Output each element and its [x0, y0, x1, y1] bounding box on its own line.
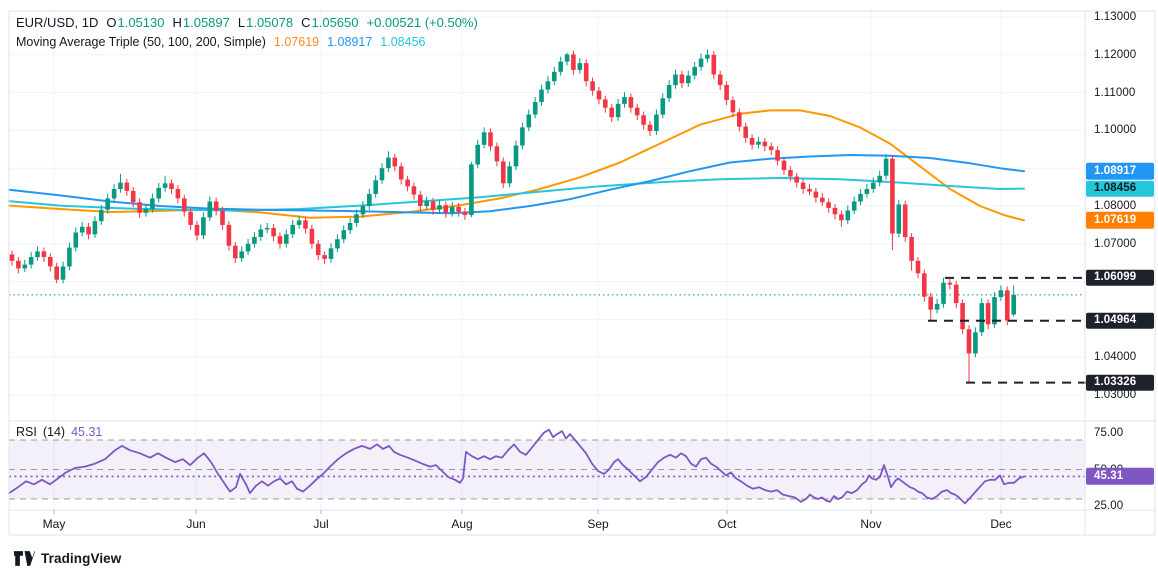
price-axis-badge: 1.08917: [1086, 163, 1154, 180]
rsi-axis-label: 25.00: [1094, 500, 1124, 513]
price-axis-label: 1.07000: [1094, 237, 1137, 250]
rsi-value-badge: 45.31: [1086, 468, 1154, 485]
ma100-value: 1.08917: [327, 35, 373, 49]
price-axis-label: 1.11000: [1094, 86, 1136, 99]
price-scale[interactable]: 1.13000 1.12000 1.11000 1.10000 1.08000 1.070…: [1085, 0, 1158, 535]
ohlc-open: O1.05130: [106, 15, 165, 30]
time-axis-label-jun: Jun: [186, 517, 206, 531]
ma-indicator-legend-row[interactable]: Moving Average Triple (50, 100, 200, Sim…: [16, 35, 425, 49]
time-axis-label-sep: Sep: [587, 517, 609, 531]
price-axis-badge: 1.06099: [1086, 269, 1154, 287]
symbol-title: EUR/USD, 1D: [16, 15, 99, 30]
time-axis-label-may: May: [42, 517, 66, 531]
rsi-current-value: 45.31: [71, 425, 103, 439]
rsi-title: RSI: [16, 425, 37, 439]
rsi-axis-label: 75.00: [1094, 426, 1124, 439]
price-axis-label: 1.12000: [1094, 48, 1137, 61]
ohlc-high: H1.05897: [172, 15, 230, 30]
price-axis-label: 1.04000: [1094, 351, 1137, 364]
time-axis-label-aug: Aug: [451, 517, 473, 531]
symbol-legend-row[interactable]: EUR/USD, 1D O1.05130 H1.05897 L1.05078 C…: [16, 15, 478, 30]
time-axis-label-jul: Jul: [313, 517, 329, 531]
time-axis-label-dec: Dec: [990, 517, 1012, 531]
ohlc-low: L1.05078: [237, 15, 294, 30]
price-axis-label: 1.08000: [1094, 200, 1137, 212]
rsi-indicator-legend-row[interactable]: RSI (14) 45.31: [16, 425, 102, 439]
tradingview-logo-text: TradingView: [41, 551, 122, 566]
tradingview-logo-icon: [14, 551, 35, 566]
time-axis-label-nov: Nov: [860, 517, 882, 531]
price-axis-label: 1.10000: [1094, 124, 1137, 137]
ma-indicator-title: Moving Average Triple (50, 100, 200, Sim…: [16, 35, 266, 49]
ohlc-close: C1.05650: [301, 15, 359, 30]
ma50-value: 1.07619: [273, 35, 320, 49]
ma200-value: 1.08456: [380, 35, 426, 49]
price-axis-badge: 1.08456: [1086, 180, 1154, 197]
time-axis-label-oct: Oct: [717, 517, 737, 531]
price-axis-label: 1.13000: [1094, 11, 1137, 23]
tradingview-logo[interactable]: TradingView: [14, 551, 121, 566]
change-value: +0.00521 (+0.50%): [366, 15, 478, 30]
rsi-params: (14): [42, 425, 66, 439]
price-axis-badge: 1.03326: [1086, 374, 1154, 391]
price-axis-label: 1.03000: [1094, 389, 1137, 401]
price-axis-badge: 1.04964: [1086, 312, 1154, 329]
price-axis-badge: 1.07619: [1086, 212, 1154, 229]
